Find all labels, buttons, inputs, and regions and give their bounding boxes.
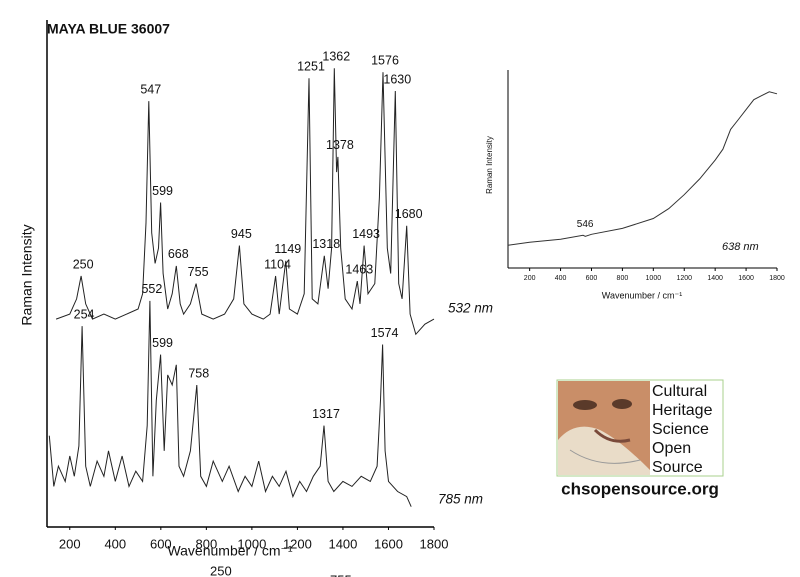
logo-mouth	[593, 428, 631, 443]
peak-label: 599	[152, 336, 173, 350]
logo-word: Source	[652, 459, 703, 476]
logo-word: Heritage	[652, 402, 713, 419]
series-label: 532 nm	[448, 301, 493, 316]
peak-label: 1576	[371, 54, 399, 68]
logo-url: chsopensource.org	[561, 479, 719, 498]
x-tick-label: 800	[617, 275, 629, 282]
peak-label: 758	[188, 366, 209, 380]
logo-word: Science	[652, 421, 709, 438]
peak-label: 755	[188, 265, 209, 279]
peak-label: 1680	[395, 207, 423, 221]
peak-label: 1378	[326, 138, 354, 152]
x-tick-label: 600	[150, 536, 172, 551]
series-label: 638 nm	[722, 241, 759, 253]
peak-label: 1362	[322, 49, 350, 63]
logo	[556, 379, 724, 477]
peak-label: 250	[73, 257, 94, 271]
peak-label: 1630	[383, 72, 411, 86]
x-tick-label: 200	[524, 275, 536, 282]
peak-label: 1317	[312, 407, 340, 421]
peak-label: 1149	[274, 242, 301, 256]
x-tick-label: 1400	[707, 275, 723, 282]
peak-label: 1463	[345, 262, 373, 276]
x-axis-label: Wavenumber / cm⁻¹	[602, 290, 682, 300]
x-tick-label: 1800	[769, 275, 785, 282]
logo-eye	[573, 400, 597, 410]
spectrum-line	[507, 91, 778, 246]
peak-label: 1251	[297, 60, 325, 74]
peak-label: 1104	[264, 257, 291, 271]
peak-label: 547	[140, 82, 161, 96]
logo-eye	[612, 399, 632, 409]
x-tick-label: 1600	[374, 536, 403, 551]
x-tick-label: 1400	[328, 536, 357, 551]
peak-label: 552	[141, 282, 162, 296]
peak-label: 668	[168, 247, 189, 261]
x-tick-label: 400	[555, 275, 567, 282]
peak-label: 1493	[352, 227, 380, 241]
x-tick-label: 1000	[646, 275, 662, 282]
x-tick-label: 600	[586, 275, 598, 282]
chart-title: MAYA BLUE 36007	[47, 21, 170, 37]
logo-sketch	[569, 449, 641, 464]
x-tick-label: 1200	[283, 536, 312, 551]
cropped-label: 755	[330, 572, 352, 577]
peak-label: 254	[74, 308, 95, 322]
x-tick-label: 1800	[420, 536, 449, 551]
y-axis-label: Raman Intensity	[485, 136, 494, 194]
spectrum-line	[48, 300, 412, 507]
x-tick-label: 1000	[237, 536, 266, 551]
peak-label: 1574	[371, 326, 399, 340]
x-tick-label: 800	[196, 536, 218, 551]
cropped-label: 250	[210, 563, 232, 577]
spectrum-line	[55, 68, 435, 336]
peak-label: 546	[577, 219, 594, 230]
x-tick-label: 1600	[738, 275, 754, 282]
x-axis-label: Wavenumber / cm⁻¹	[167, 543, 292, 559]
y-axis-label: Raman Intensity	[19, 224, 35, 325]
x-tick-label: 1200	[676, 275, 692, 282]
x-tick-label: 400	[104, 536, 126, 551]
peak-label: 599	[152, 184, 173, 198]
x-tick-label: 200	[59, 536, 81, 551]
logo-word: Open	[652, 440, 691, 457]
peak-label: 945	[231, 227, 252, 241]
peak-label: 1318	[312, 237, 340, 251]
logo-word: Cultural	[652, 383, 707, 400]
series-label: 785 nm	[438, 492, 483, 507]
